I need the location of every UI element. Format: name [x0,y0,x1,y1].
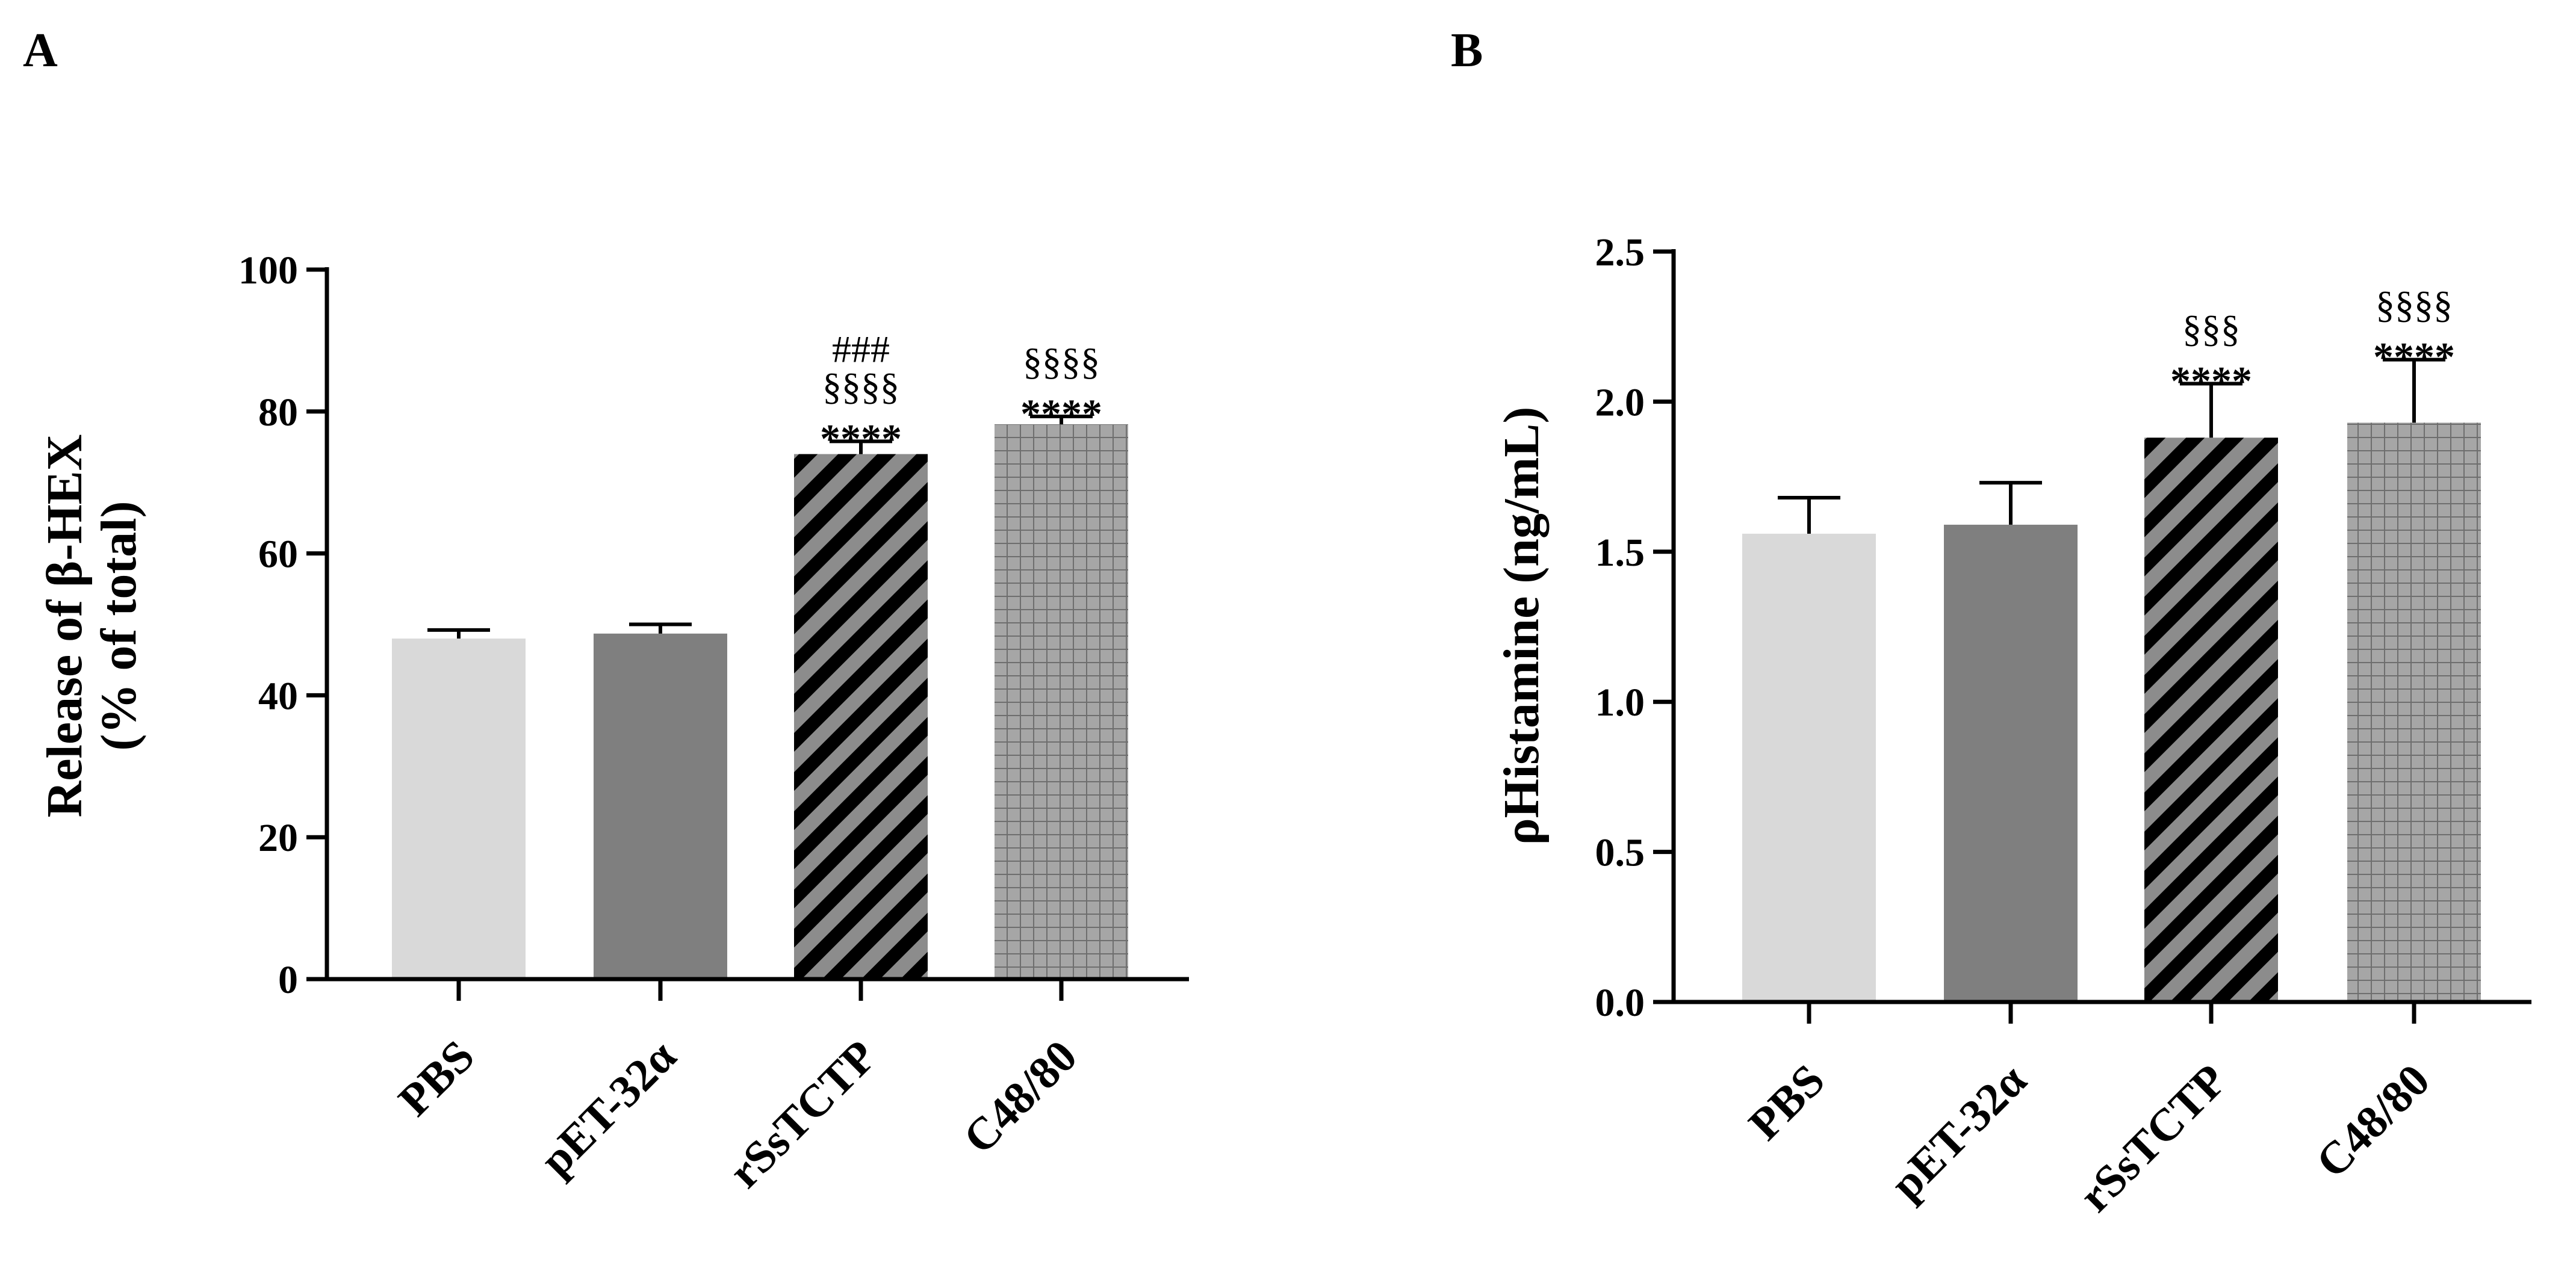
category-label: pET-32α [530,1031,686,1186]
significance-annotation: §§§§ [822,365,899,407]
y-tick-label: 40 [258,674,298,718]
panel-label-a: A [23,24,58,77]
bar-4 [995,424,1128,979]
bar-2 [594,633,727,979]
bar-3 [794,454,928,979]
y-axis-title: (% of total) [91,501,147,750]
bar-2 [1944,524,2078,1002]
error-bar-4 [2383,357,2445,423]
category-label: PBS [1739,1055,1834,1150]
error-bar-3 [830,439,892,454]
y-tick-label: 2.0 [1595,380,1645,424]
error-bar-3 [2180,382,2242,438]
y-tick-label: 100 [238,249,298,292]
y-tick-label: 0 [278,958,298,1002]
bar-1 [392,639,526,979]
category-label: PBS [389,1031,484,1126]
significance-annotation: §§§§ [1023,340,1100,383]
category-label: C48/80 [954,1031,1087,1164]
y-tick-label: 80 [258,391,298,434]
significance-annotation: **** [820,415,902,461]
bar-3 [2144,438,2278,1002]
category-label: rSsTCTP [2070,1055,2236,1222]
error-bar-4 [1030,415,1093,425]
y-tick-label: 1.0 [1595,681,1645,725]
y-axis-title: ρHistamine (ng/mL) [1494,407,1550,846]
chart-panel-a: 0 20 40 60 80 100 PBS pET-32α rSsTCTP C48/80 Relea… [37,249,1189,1198]
category-label: C48/80 [2306,1055,2439,1188]
panel-label-b: B [1451,24,1483,77]
y-tick-label: 0.5 [1595,831,1645,875]
y-axis-title: Release of β-HEX [37,434,93,818]
significance-annotation: ### [832,327,890,370]
category-label: rSsTCTP [719,1031,886,1198]
category-label: pET-32α [1881,1055,2036,1210]
error-bar-1 [1778,496,1840,534]
bar-4 [2347,422,2481,1002]
y-tick-label: 2.5 [1595,230,1645,274]
significance-annotation: §§§§ [2376,283,2453,326]
y-tick-label: 60 [258,533,298,577]
error-bar-2 [629,622,692,634]
chart-panel-b: 0.0 0.5 1.0 1.5 2.0 2.5 PBS pET-32α rSsTCTP C48/8… [1494,230,2531,1222]
bar-1 [1742,533,1876,1002]
significance-annotation: **** [2170,357,2252,403]
y-tick-label: 20 [258,816,298,860]
error-bar-1 [427,628,490,639]
error-bar-2 [1979,481,2042,525]
significance-annotation: §§§ [2182,307,2240,350]
significance-annotation: **** [1020,391,1102,436]
significance-annotation: **** [2373,334,2455,380]
y-tick-label: 0.0 [1595,981,1645,1025]
y-tick-label: 1.5 [1595,531,1645,575]
